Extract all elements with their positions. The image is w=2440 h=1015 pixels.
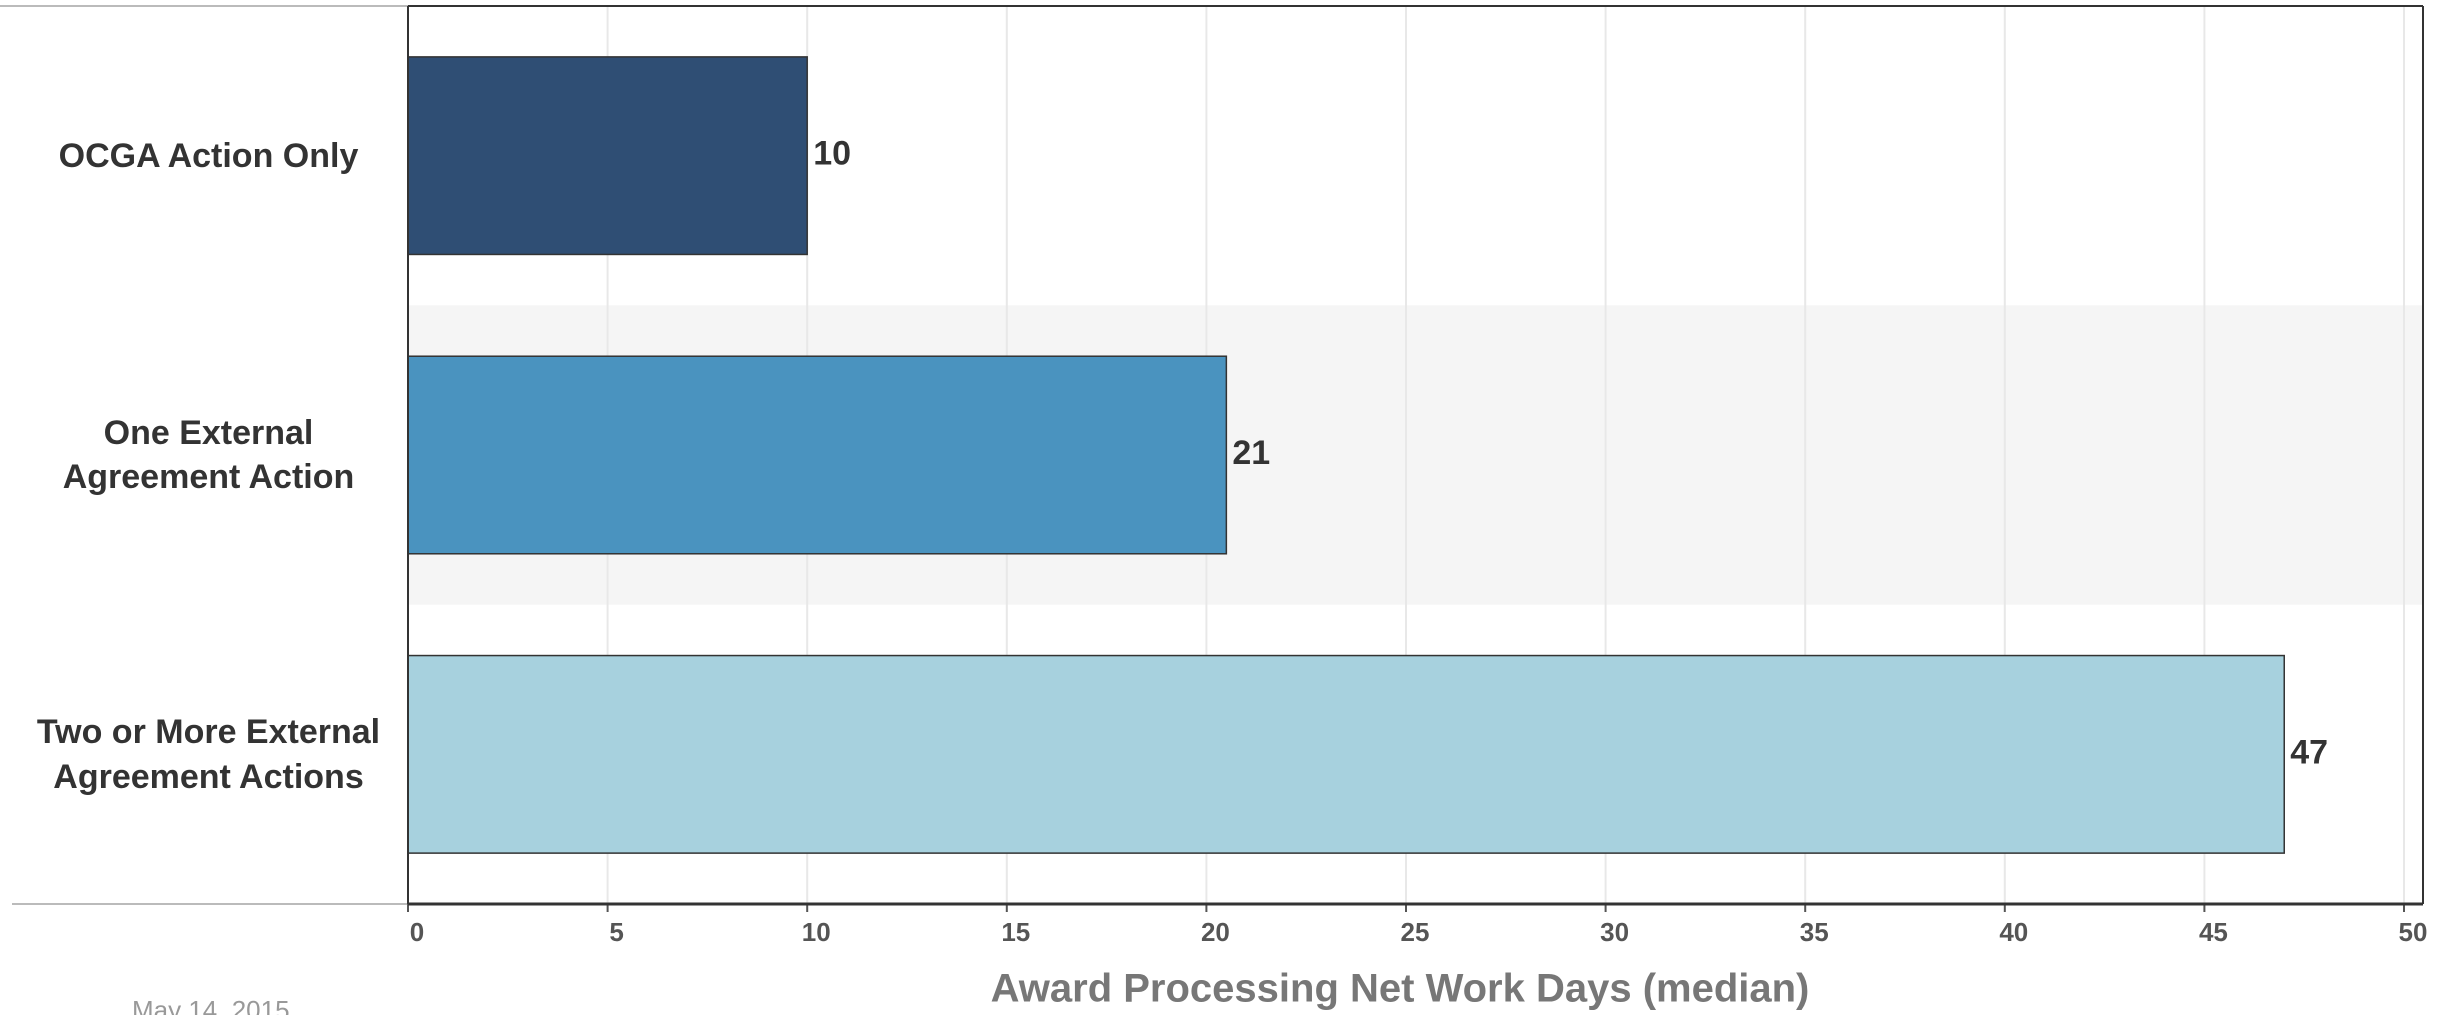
footer-date: May 14, 2015	[132, 995, 290, 1015]
data-label: 47	[2290, 733, 2328, 771]
x-tick-label: 20	[1201, 917, 1230, 947]
category-label: OCGA Action Only	[58, 136, 359, 175]
x-tick-label: 25	[1401, 917, 1430, 947]
x-tick-label: 45	[2199, 917, 2228, 947]
x-tick-label: 35	[1800, 917, 1829, 947]
category-label: One External Agreement Action	[62, 413, 355, 496]
x-tick-label: 30	[1600, 917, 1629, 947]
bar	[407, 355, 1228, 555]
x-tick-label: 0	[410, 917, 424, 947]
bar	[407, 56, 808, 256]
x-axis-title: Award Processing Net Work Days (median)	[991, 967, 1810, 1011]
bar	[407, 654, 2285, 854]
category-label: Two or More External Agreement Actions	[36, 713, 381, 796]
x-tick-label: 40	[1999, 917, 2028, 947]
x-tick-label: 5	[609, 917, 623, 947]
data-label: 10	[813, 135, 851, 173]
x-tick-label: 50	[2399, 917, 2428, 947]
x-tick-label: 10	[802, 917, 831, 947]
x-tick-label: 15	[1001, 917, 1030, 947]
data-label: 21	[1232, 434, 1270, 472]
